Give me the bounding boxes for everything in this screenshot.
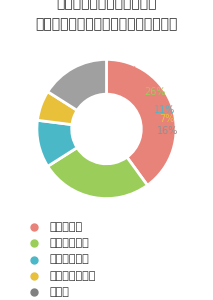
Wedge shape xyxy=(106,59,176,185)
Title: 新築一戸建てを作るなら、
どんなコンセプトの家が良いですか？: 新築一戸建てを作るなら、 どんなコンセプトの家が良いですか？ xyxy=(35,0,178,31)
Wedge shape xyxy=(37,120,77,166)
Text: 26%: 26% xyxy=(145,87,166,97)
Wedge shape xyxy=(37,92,77,124)
Text: 洋風デザイン: 洋風デザイン xyxy=(50,238,90,248)
Text: ログハウス風: ログハウス風 xyxy=(50,254,90,265)
Text: 11%: 11% xyxy=(154,105,175,115)
Wedge shape xyxy=(48,148,147,199)
Text: 40%: 40% xyxy=(117,66,138,76)
Text: アンティーク風: アンティーク風 xyxy=(50,271,96,281)
Text: 7%: 7% xyxy=(159,114,175,124)
Text: 16%: 16% xyxy=(157,126,178,136)
Wedge shape xyxy=(48,59,106,110)
Text: 和風モダン: 和風モダン xyxy=(50,222,83,232)
Text: その他: その他 xyxy=(50,287,70,297)
